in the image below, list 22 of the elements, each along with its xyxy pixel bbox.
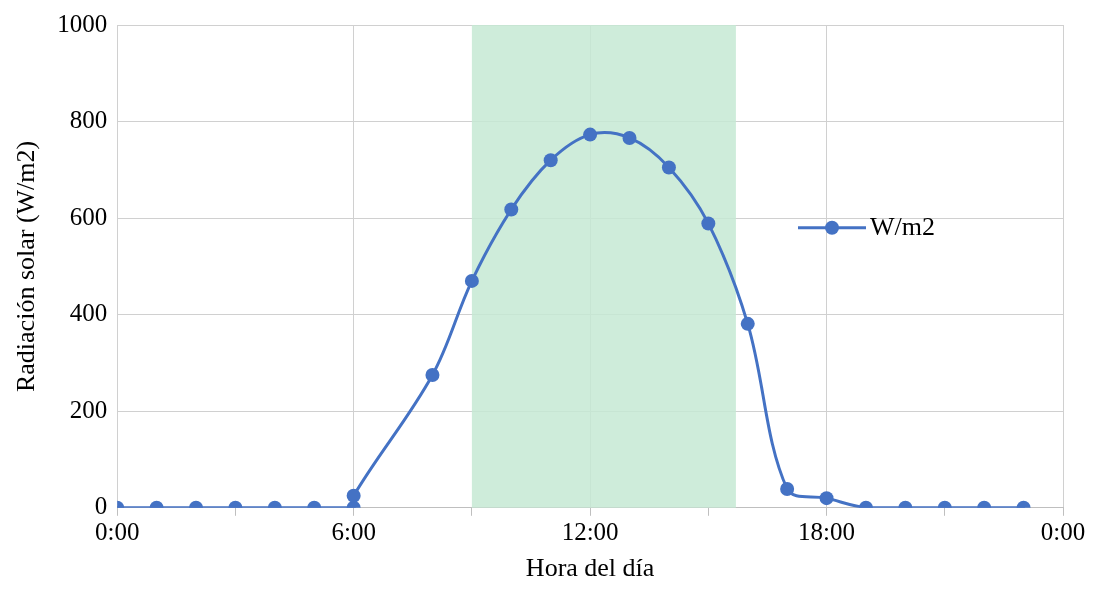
x-axis-title: Hora del día — [525, 553, 655, 583]
point — [622, 130, 637, 145]
y-tick-label: 400 — [69, 299, 108, 327]
point — [543, 153, 558, 168]
point — [661, 160, 676, 175]
y-axis-title: Radiación solar (W/m2) — [11, 140, 41, 393]
x-tick-label: 0:00 — [94, 518, 140, 546]
x-tick-label: 18:00 — [798, 518, 856, 546]
x-tick-label: 0:00 — [1040, 518, 1086, 546]
legend-label: W/m2 — [870, 211, 935, 241]
point — [504, 202, 519, 217]
y-tick-label: 1000 — [57, 9, 108, 37]
y-tick-label: 0 — [94, 492, 108, 520]
y-tick-label: 600 — [69, 202, 108, 230]
point — [740, 316, 755, 331]
x-tick-label: 6:00 — [331, 518, 376, 546]
y-tick-label: 200 — [69, 395, 108, 423]
point — [583, 127, 598, 142]
point — [464, 273, 479, 288]
point — [701, 216, 716, 231]
x-tick-label: 12:00 — [561, 518, 619, 546]
y-tick-label: 800 — [69, 106, 108, 134]
